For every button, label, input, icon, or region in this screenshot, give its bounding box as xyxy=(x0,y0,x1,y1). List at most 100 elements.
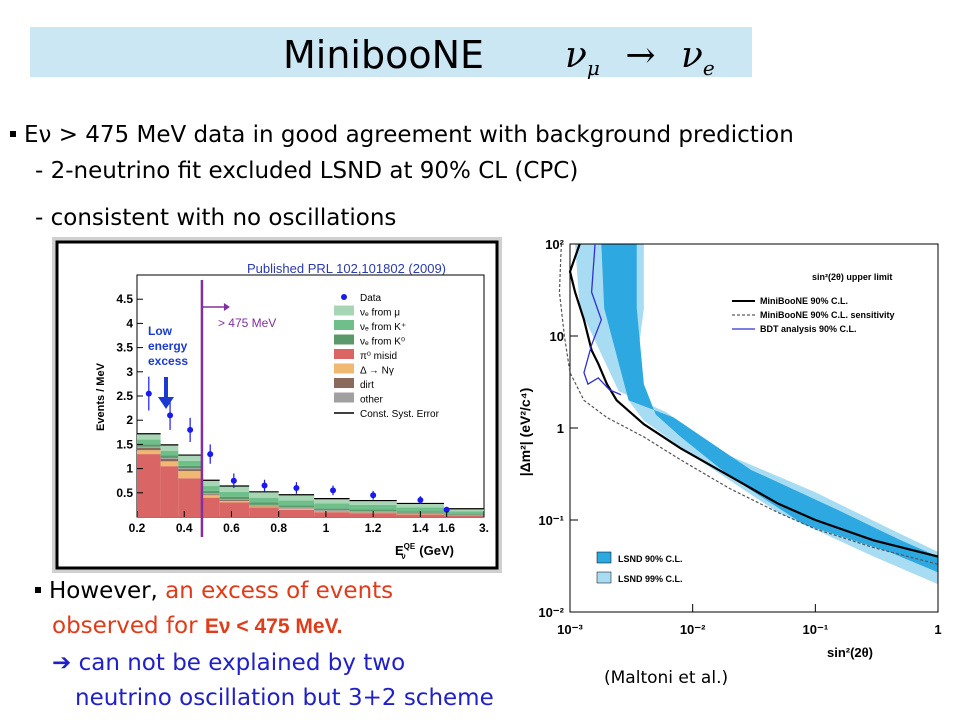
stack-bar xyxy=(249,507,279,517)
legend-label: νₑ from K⁺ xyxy=(360,322,406,333)
stack-bar xyxy=(202,491,220,493)
stack-bar xyxy=(279,501,314,506)
legend-swatch xyxy=(334,393,354,403)
stack-bar xyxy=(178,455,202,461)
legend-label: LSND 99% C.L. xyxy=(618,574,683,584)
legend-swatch xyxy=(334,320,354,330)
stack-bar xyxy=(161,459,179,461)
y-tick-label: 3.5 xyxy=(116,341,133,355)
bullet-excess: However, an excess of events xyxy=(35,578,393,604)
stack-bar xyxy=(202,493,220,494)
inset-label: sin²(2θ) upper limit xyxy=(812,272,892,282)
y-tick-label: 1 xyxy=(557,421,564,436)
x-tick-label: 1.4 xyxy=(412,521,429,535)
e-subscript: e xyxy=(703,56,715,80)
excess-label: excess xyxy=(148,354,188,368)
stack-bar xyxy=(137,454,161,517)
stack-bar xyxy=(220,497,250,499)
slide-title: MinibooNE xyxy=(283,33,484,77)
x-tick-label: 0.2 xyxy=(129,521,146,535)
stack-bar xyxy=(279,505,314,507)
stack-bar xyxy=(202,495,220,497)
bullet-lsnd-excluded: - 2-neutrino fit excluded LSND at 90% CL… xyxy=(35,158,578,184)
data-point xyxy=(330,487,336,493)
stack-bar xyxy=(178,468,202,469)
cut-label: > 475 MeV xyxy=(218,316,276,330)
stack-bar xyxy=(249,492,279,498)
bullet-explanation-cont: neutrino oscillation but 3+2 scheme xyxy=(75,685,494,711)
lsnd-90-region xyxy=(601,244,938,572)
legend-label: νₑ from μ xyxy=(360,308,400,319)
stack-bar xyxy=(397,507,444,511)
stack-bar xyxy=(279,509,314,510)
stack-bar xyxy=(444,516,484,517)
excess-highlight: an excess of events xyxy=(165,578,393,604)
stack-bar xyxy=(444,514,484,515)
stack-bar xyxy=(249,502,279,504)
stack-bar xyxy=(178,469,202,471)
exclusion-plot: 10⁻³ 10⁻² 10⁻¹ 1 10⁻² 10⁻¹ 1 10 10² sin²(2θ) |Δm²|… xyxy=(517,237,942,660)
y-tick-label: 0.5 xyxy=(116,486,133,500)
x-tick-label: 0.6 xyxy=(223,521,240,535)
legend-swatch xyxy=(334,335,354,345)
data-point xyxy=(231,478,237,484)
explanation-text: can not be explained by two xyxy=(71,650,405,676)
plot-header: Published PRL 102,101802 (2009) xyxy=(247,261,446,276)
legend-label: BDT analysis 90% C.L. xyxy=(760,324,857,334)
x-tick-label: 10⁻³ xyxy=(557,622,583,637)
legend-label: νₑ from K⁰ xyxy=(360,337,405,348)
legend-swatch xyxy=(334,349,354,359)
legend-label: LSND 90% C.L. xyxy=(618,554,683,564)
y-tick-label: 1.5 xyxy=(116,437,133,451)
x-axis-label: sin²(2θ) xyxy=(827,645,873,660)
y-tick-label: 1 xyxy=(126,462,133,476)
nu-e-symbol: ν xyxy=(681,35,703,76)
stack-bar xyxy=(202,494,220,495)
legend-label: Δ → Nγ xyxy=(360,366,394,377)
legend-swatch xyxy=(334,378,354,388)
stack-bar xyxy=(178,461,202,466)
y-tick-label: 2 xyxy=(126,413,133,427)
stack-bar xyxy=(220,500,250,501)
x-tick-label: 10⁻¹ xyxy=(803,622,829,637)
legend-label: Data xyxy=(360,293,382,304)
arrow-icon: ➔ xyxy=(52,650,71,676)
legend-swatch xyxy=(597,572,611,583)
x-tick-label: 1 xyxy=(323,521,330,535)
stack-bar xyxy=(161,445,179,451)
legend-label: dirt xyxy=(360,380,374,391)
citation: (Maltoni et al.) xyxy=(604,668,728,688)
legend-label: π⁰ misid xyxy=(360,351,397,362)
stack-bar xyxy=(314,499,349,504)
stack-bar xyxy=(249,506,279,507)
x-tick-label: 0.4 xyxy=(176,521,193,535)
data-point xyxy=(207,451,213,457)
y-tick-label: 3 xyxy=(126,365,133,379)
nu-mu-symbol: ν xyxy=(565,35,587,76)
legend-marker xyxy=(341,294,347,300)
x-tick-label: 1.2 xyxy=(365,521,382,535)
y-tick-label: 10² xyxy=(545,237,564,252)
bullet-text: Eν > 475 MeV data in good agreement with… xyxy=(24,122,794,148)
excess-label: Low xyxy=(148,324,173,338)
bullet-square xyxy=(35,587,41,593)
stack-bar xyxy=(350,501,397,505)
data-point xyxy=(417,497,423,503)
histogram-figure: Published PRL 102,101802 (2009) > 475 MeV… xyxy=(52,237,502,573)
bullet-square xyxy=(10,131,16,137)
stack-bar xyxy=(220,502,250,517)
y-tick-label: 4.5 xyxy=(116,292,133,306)
bullet-explanation: ➔ can not be explained by two xyxy=(52,650,405,676)
mu-subscript: μ xyxy=(587,56,600,80)
stack-bar xyxy=(444,511,484,513)
stack-bar xyxy=(350,505,397,509)
y-tick-label: 2.5 xyxy=(116,389,133,403)
stack-bar xyxy=(137,450,161,454)
exclusion-figure: 10⁻³ 10⁻² 10⁻¹ 110⁻²10⁻¹11010²sin²(2θ)|Δm²|… xyxy=(510,232,955,667)
legend-label: MiniBooNE 90% C.L. sensitivity xyxy=(760,310,895,320)
data-point xyxy=(293,485,299,491)
data-point xyxy=(370,492,376,498)
stack-bar xyxy=(202,498,220,517)
y-axis-label: |Δm²| (eV²/c⁴) xyxy=(517,388,533,477)
data-point xyxy=(187,427,193,433)
